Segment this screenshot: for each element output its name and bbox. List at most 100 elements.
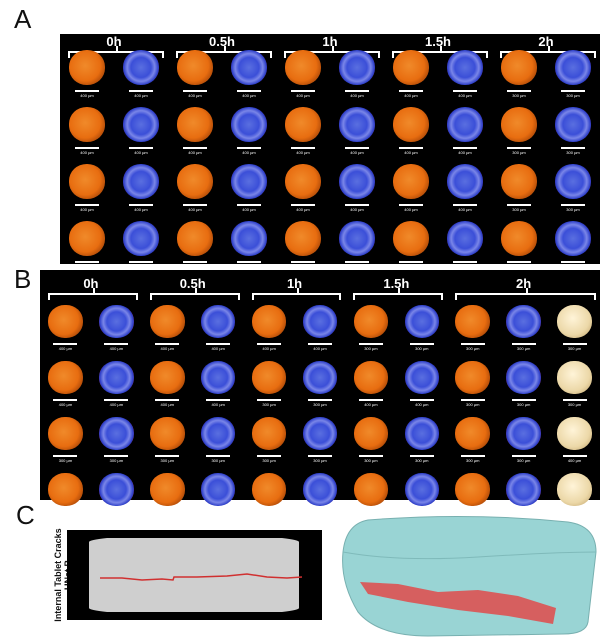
scale-bar: 400 µm — [355, 399, 387, 407]
blue-tablet-render — [554, 220, 592, 256]
beige-tablet-render — [557, 472, 592, 506]
scale-bar: 400 µm — [341, 90, 373, 98]
blue-tablet-render — [122, 220, 160, 256]
orange-tablet-render — [284, 106, 322, 142]
blue-tablet-render — [446, 106, 484, 142]
scale-bar-label: 300 µm — [160, 514, 174, 520]
orange-tablet-render — [251, 304, 287, 338]
panel-label-a: A — [14, 4, 32, 34]
crack-surface — [360, 582, 556, 624]
scale-bar-label: 400 µm — [242, 207, 256, 213]
group-bracket — [251, 288, 342, 300]
blue-tablet-render — [338, 163, 376, 199]
blue-tablet-render — [506, 472, 541, 506]
orange-tablet-render — [392, 220, 430, 256]
scale-bar-label: 400 µm — [242, 150, 256, 156]
group-bracket — [353, 288, 444, 300]
blue-tablet-render — [302, 304, 338, 338]
scale-bar: 400 µm — [71, 204, 103, 212]
panel-label-b: B — [14, 264, 32, 294]
scale-bar: 300 µm — [508, 343, 540, 351]
scale-bar: 300 µm — [253, 399, 285, 407]
time-header: 1.5h — [383, 276, 410, 291]
orange-tablet-render — [392, 49, 430, 85]
orange-tablet-render — [455, 304, 491, 338]
orange-tablet-render — [500, 106, 538, 142]
blue-tablet-render — [446, 49, 484, 85]
orange-tablet-render — [455, 416, 491, 450]
scale-bar-label: 300 µm — [211, 514, 225, 520]
orange-tablet-render — [176, 220, 214, 256]
orange-tablet-render — [176, 49, 214, 85]
panel-label-c: C — [16, 500, 35, 530]
scale-bar: 400 µm — [151, 399, 183, 407]
scale-bar-label: 400 µm — [58, 514, 73, 520]
orange-tablet-render — [392, 163, 430, 199]
scale-bar-label: 400 µm — [58, 402, 73, 408]
blue-tablet-render — [446, 220, 484, 256]
scale-bar-label: 300 µm — [262, 458, 276, 464]
scale-bar-label: 300 µm — [415, 346, 429, 352]
scale-bar: 400 µm — [49, 343, 81, 351]
group-bracket — [68, 46, 164, 58]
scale-bar-label: 400 µm — [188, 207, 202, 213]
scale-bar: 400 µm — [49, 399, 81, 407]
group-bracket — [149, 288, 240, 300]
scale-bar: 400 µm — [406, 399, 438, 407]
scale-bar-label: 300 µm — [415, 458, 429, 464]
scale-bar-label: 400 µm — [134, 93, 148, 99]
scale-bar-label: 300 µm — [512, 207, 526, 213]
scale-bar: 400 µm — [395, 147, 427, 155]
scale-bar: 300 µm — [151, 511, 183, 519]
scale-bar: 300 µm — [557, 147, 589, 155]
blue-tablet-render — [446, 163, 484, 199]
orange-tablet-render — [68, 163, 106, 199]
scale-bar-label: 400 µm — [80, 264, 94, 270]
scale-bar-label: 400 µm — [350, 150, 364, 156]
scale-bar-label: 400 µm — [404, 207, 418, 213]
blue-tablet-render — [338, 220, 376, 256]
scale-bar-label: 400 µm — [109, 346, 124, 352]
orange-tablet-render — [455, 360, 491, 394]
blue-tablet-render — [506, 416, 541, 450]
scale-bar-label: 400 µm — [458, 150, 472, 156]
orange-tablet-render — [284, 220, 322, 256]
scale-bar-label: 400 µm — [80, 207, 94, 213]
blue-tablet-render — [554, 49, 592, 85]
blue-tablet-render — [506, 360, 541, 394]
scale-bar-label: 300 µm — [313, 458, 327, 464]
orange-tablet-render — [48, 416, 83, 450]
orange-tablet-render — [149, 304, 185, 338]
scale-bar: 400 µm — [341, 204, 373, 212]
scale-bar: 300 µm — [557, 204, 589, 212]
scale-bar: 400 µm — [179, 204, 211, 212]
orange-tablet-render — [500, 163, 538, 199]
blue-tablet-render — [302, 360, 338, 394]
blue-tablet-render — [338, 49, 376, 85]
scale-bar: 300 µm — [49, 455, 81, 463]
orange-tablet-render — [149, 472, 185, 506]
scale-bar: 400 µm — [395, 204, 427, 212]
orange-tablet-render — [284, 49, 322, 85]
scale-bar: 300 µm — [355, 455, 387, 463]
scale-bar: 400 µm — [233, 90, 265, 98]
beige-tablet-render — [557, 360, 592, 394]
scale-bar: 400 µm — [233, 147, 265, 155]
scale-bar-label: 300 µm — [466, 346, 480, 352]
orange-tablet-render — [251, 472, 287, 506]
blue-tablet-render — [404, 416, 440, 450]
orange-tablet-render — [149, 416, 185, 450]
scale-bar-label: 400 µm — [211, 346, 225, 352]
scale-bar-label: 400 µm — [458, 207, 472, 213]
orange-tablet-render — [500, 220, 538, 256]
time-header: 0.5h — [179, 276, 206, 291]
scale-bar: 400 µm — [71, 261, 103, 269]
orange-tablet-render — [68, 106, 106, 142]
scale-bar: 400 µm — [233, 261, 265, 269]
blue-tablet-render — [122, 106, 160, 142]
scale-bar-label: 300 µm — [516, 402, 531, 408]
scale-bar: 300 µm — [202, 511, 234, 519]
orange-tablet-render — [392, 106, 430, 142]
group-bracket — [176, 46, 272, 58]
orange-tablet-render — [455, 472, 491, 506]
